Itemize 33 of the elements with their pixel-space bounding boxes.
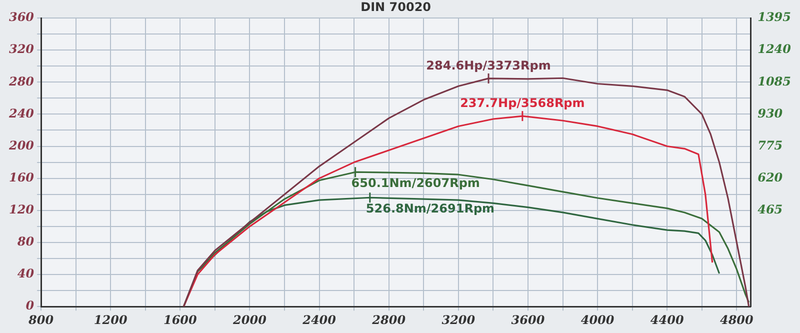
y-tick-label: 280 [8, 74, 35, 88]
x-tick-label: 2800 [371, 312, 406, 327]
y2-tick-label: 465 [758, 202, 783, 217]
x-tick-label: 1200 [94, 312, 128, 327]
x-tick-label: 3600 [511, 312, 546, 327]
y-tick-label: 320 [8, 42, 35, 56]
y-tick-label: 40 [17, 266, 35, 281]
x-tick-label: 2000 [232, 312, 268, 327]
y-tick-label: 200 [8, 138, 35, 152]
y2-tick-label: 775 [758, 138, 783, 152]
y-tick-label: 360 [8, 10, 35, 24]
data-label: 237.7Hp/3568Rpm [460, 96, 585, 110]
data-label: 284.6Hp/3373Rpm [426, 58, 551, 73]
y-tick-label: 120 [8, 202, 35, 217]
x-tick-label: 4000 [580, 312, 615, 327]
x-tick-label: 4400 [650, 312, 684, 327]
y-tick-label: 0 [26, 298, 35, 313]
x-tick-label: 1600 [163, 312, 198, 327]
x-tick-label: 4800 [720, 312, 754, 327]
y-tick-label: 240 [8, 106, 35, 120]
y2-tick-label: 1085 [758, 74, 792, 88]
data-label: 650.1Nm/2607Rpm [351, 176, 480, 190]
x-tick-label: 2400 [302, 312, 337, 327]
y-tick-label: 80 [16, 234, 35, 249]
y-tick-label: 160 [8, 170, 35, 184]
y2-tick-label: 930 [758, 106, 784, 120]
data-label: 526.8Nm/2691Rpm [366, 202, 495, 216]
y2-tick-label: 1240 [758, 42, 792, 56]
x-tick-label: 800 [28, 312, 54, 327]
text: DIN 70020 [360, 0, 432, 14]
y2-tick-label: 1395 [758, 10, 792, 24]
x-tick-label: 3200 [442, 312, 476, 327]
y2-tick-label: 620 [758, 170, 784, 184]
